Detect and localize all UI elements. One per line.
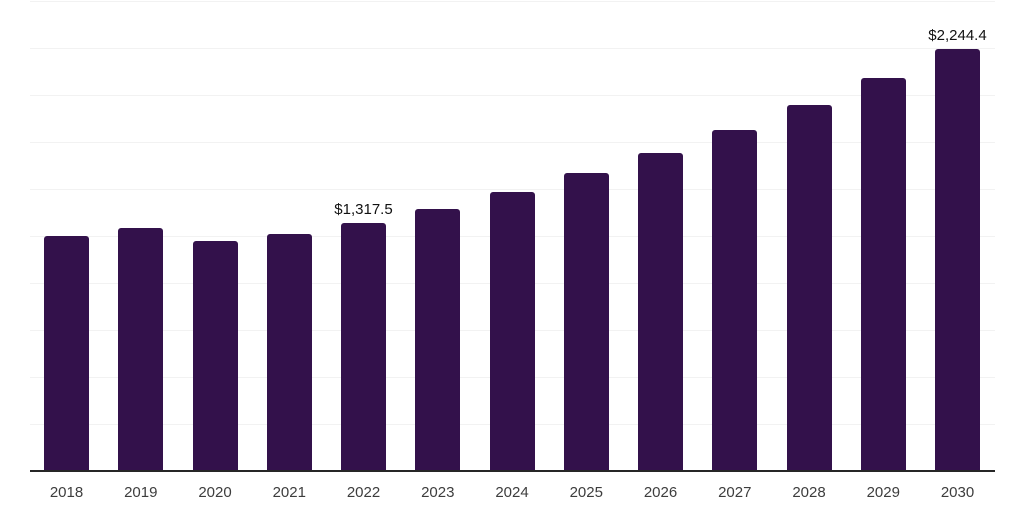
x-axis-label-2026: 2026 [643, 484, 678, 501]
gridline [30, 142, 995, 143]
bar-2018 [44, 236, 89, 471]
gridline [30, 1, 995, 2]
x-axis-label-2029: 2029 [866, 484, 900, 501]
gridline [30, 189, 995, 190]
plot-area: $1,317.5 $2,244.4 [30, 1, 995, 471]
x-axis-label-2019: 2019 [124, 484, 158, 501]
bar-2027 [712, 129, 758, 471]
bar-2026 [638, 153, 683, 471]
bar-2023 [415, 208, 461, 471]
x-axis-label-2027: 2027 [718, 484, 752, 501]
x-axis-label-2018: 2018 [49, 484, 84, 501]
data-label-2030: $2,244.4 [928, 27, 987, 45]
x-axis-label-2022: 2022 [346, 484, 381, 501]
x-axis-label-2024: 2024 [495, 484, 529, 501]
data-label-2022: $1,317.5 [334, 201, 393, 219]
x-axis-label-2021: 2021 [272, 484, 306, 501]
x-axis-label-2023: 2023 [421, 484, 455, 501]
gridline [30, 95, 995, 96]
bar-2030 [935, 49, 980, 471]
x-axis-label-2028: 2028 [792, 484, 826, 501]
bar-2019 [118, 227, 164, 471]
bar-2024 [489, 191, 535, 471]
bar-2021 [266, 234, 312, 471]
x-axis-label-2025: 2025 [569, 484, 603, 501]
x-axis-labels: 2018 2019 2020 2021 2022 2023 2024 2025 2026 2027… [30, 484, 995, 504]
bar-2025 [563, 173, 609, 471]
bar-2028 [786, 105, 832, 471]
x-axis-line [30, 470, 995, 472]
bar-2020 [192, 240, 238, 471]
gridline [30, 48, 995, 49]
x-axis-label-2020: 2020 [198, 484, 232, 501]
bar-2029 [860, 78, 906, 471]
bar-2022 [341, 223, 386, 471]
x-axis-label-2030: 2030 [940, 484, 975, 501]
